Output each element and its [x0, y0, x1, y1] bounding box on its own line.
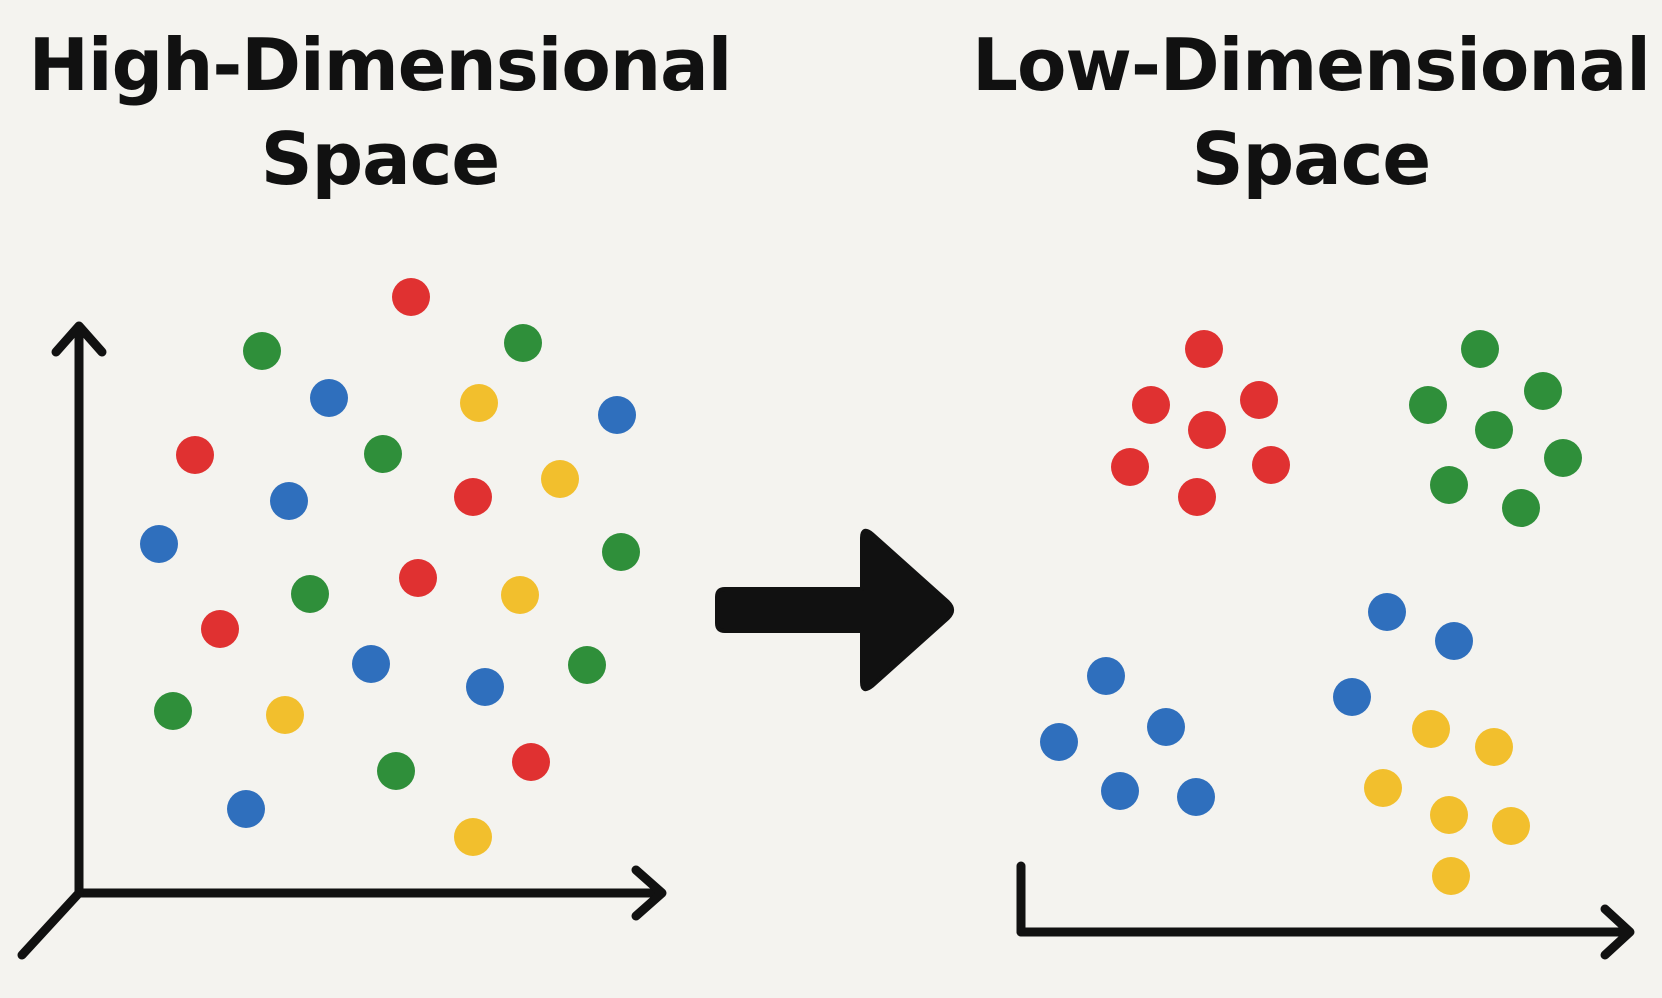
low-dimensional-title: Low-Dimensional Space — [960, 18, 1662, 206]
low-dim-point-yellow — [1432, 857, 1470, 895]
low-dim-point-yellow — [1492, 807, 1530, 845]
high-dim-point-green — [364, 435, 402, 473]
high-dimensional-title: High-Dimensional Space — [0, 18, 760, 206]
3d-axes-icon — [17, 321, 667, 960]
low-dim-point-yellow — [1364, 769, 1402, 807]
high-dim-point-green — [568, 646, 606, 684]
high-dimensional-title-text: High-Dimensional Space — [28, 23, 733, 201]
low-dim-point-red — [1132, 386, 1170, 424]
x-axis-arrowhead — [631, 865, 667, 921]
low-dim-point-blue — [1087, 657, 1125, 695]
high-dim-point-green — [377, 752, 415, 790]
high-dim-point-green — [602, 533, 640, 571]
low-dim-point-red — [1188, 411, 1226, 449]
low-dim-point-blue — [1101, 772, 1139, 810]
low-dim-point-blue — [1147, 708, 1185, 746]
low-dim-point-green — [1502, 489, 1540, 527]
high-dim-point-blue — [352, 645, 390, 683]
low-dim-point-yellow — [1430, 796, 1468, 834]
low-dim-point-red — [1185, 330, 1223, 368]
low-dim-point-red — [1240, 381, 1278, 419]
low-dim-point-green — [1409, 386, 1447, 424]
high-dim-point-green — [243, 332, 281, 370]
high-dim-point-yellow — [460, 384, 498, 422]
high-dim-point-blue — [598, 396, 636, 434]
low-dim-point-yellow — [1412, 710, 1450, 748]
z-axis-line — [17, 888, 84, 960]
low-dim-point-yellow — [1475, 728, 1513, 766]
low-dim-point-green — [1461, 330, 1499, 368]
high-dim-point-yellow — [541, 460, 579, 498]
high-dim-point-yellow — [501, 576, 539, 614]
high-dim-point-blue — [466, 668, 504, 706]
high-dim-point-red — [392, 278, 430, 316]
high-dim-point-blue — [140, 525, 178, 563]
high-dim-point-green — [291, 575, 329, 613]
low-dim-point-blue — [1368, 593, 1406, 631]
low-dim-point-red — [1252, 446, 1290, 484]
high-dimensional-points — [140, 278, 640, 856]
low-dim-point-red — [1178, 478, 1216, 516]
low-dim-point-green — [1430, 466, 1468, 504]
low-dim-point-red — [1111, 448, 1149, 486]
low-dim-point-blue — [1177, 778, 1215, 816]
high-dim-point-red — [512, 743, 550, 781]
high-dim-point-yellow — [454, 818, 492, 856]
right-arrow-icon — [715, 528, 954, 692]
high-dim-point-red — [176, 436, 214, 474]
low-dim-point-blue — [1435, 622, 1473, 660]
2d-axes-icon — [1016, 861, 1635, 960]
low-dim-point-green — [1524, 372, 1562, 410]
high-dim-point-red — [399, 559, 437, 597]
low-dimensional-points — [1040, 330, 1582, 895]
high-dim-point-green — [154, 692, 192, 730]
high-dim-point-red — [201, 610, 239, 648]
high-dim-point-blue — [270, 482, 308, 520]
low-dim-point-green — [1475, 411, 1513, 449]
low-dim-point-green — [1544, 439, 1582, 477]
low-dim-point-blue — [1333, 678, 1371, 716]
high-dim-point-yellow — [266, 696, 304, 734]
high-dim-point-red — [454, 478, 492, 516]
low-dimensional-title-text: Low-Dimensional Space — [972, 23, 1651, 201]
high-dim-point-blue — [310, 379, 348, 417]
low-x-axis-arrowhead — [1600, 904, 1635, 960]
high-dim-point-green — [504, 324, 542, 362]
high-dim-point-blue — [227, 790, 265, 828]
y-axis-arrowhead — [51, 321, 107, 357]
low-dim-point-blue — [1040, 723, 1078, 761]
